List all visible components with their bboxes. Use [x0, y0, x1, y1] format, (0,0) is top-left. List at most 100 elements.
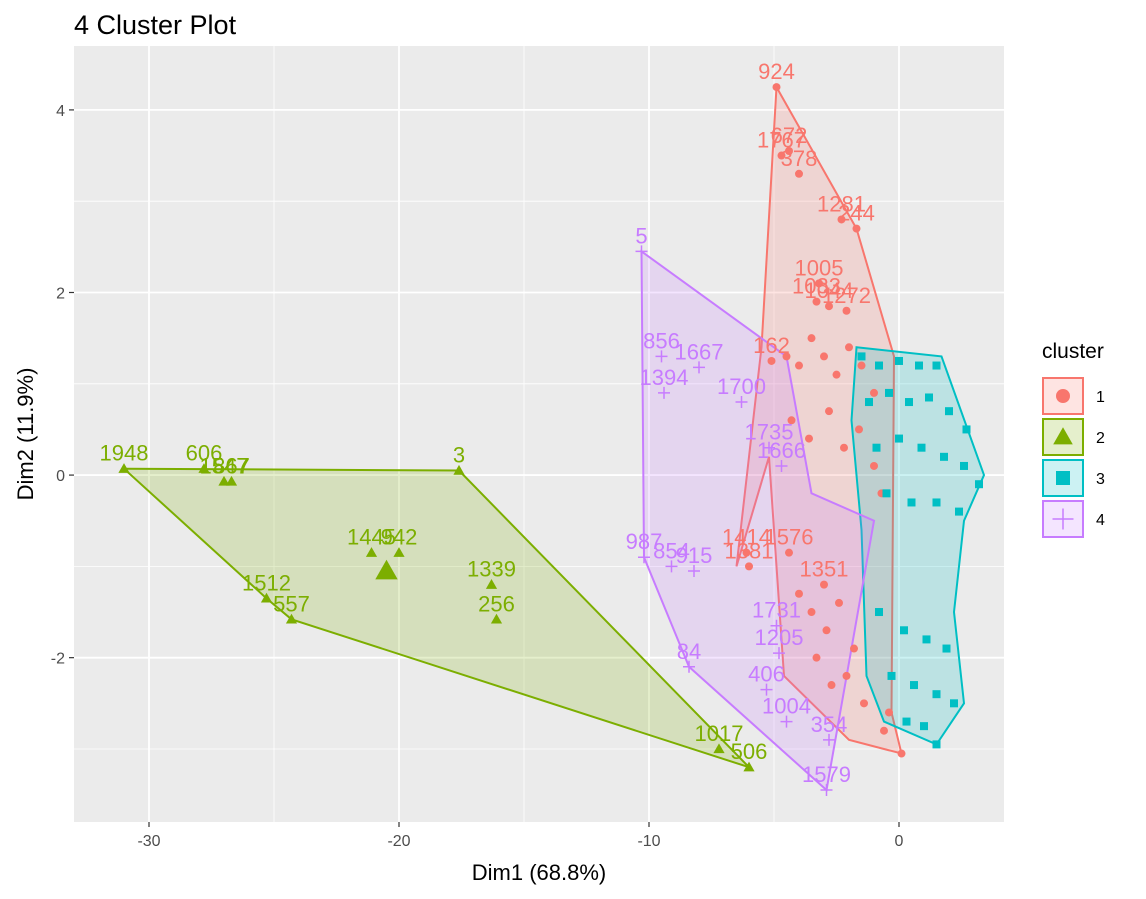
cluster-4-point [735, 396, 748, 409]
cluster-3-point [875, 361, 883, 370]
y-tick-label: 0 [56, 468, 65, 485]
cluster-4-point [638, 551, 650, 564]
cluster-3-point [865, 398, 873, 407]
cluster-1-point [745, 562, 753, 571]
cluster-1-point-label: 1351 [800, 557, 849, 582]
cluster-4-point-label: 915 [676, 543, 713, 568]
cluster-2-point [285, 613, 298, 624]
cluster-1-point [812, 297, 821, 306]
y-tick-label: -2 [51, 651, 65, 668]
legend-label-1: 1 [1096, 389, 1105, 406]
cluster-3-point [955, 507, 963, 516]
cluster-1-point-label: 1281 [817, 191, 866, 216]
cluster-2-point-label: 867 [213, 453, 250, 478]
cluster-4-point [760, 683, 773, 696]
legend-key-4 [1042, 500, 1084, 538]
cluster-4-point [775, 459, 788, 472]
cluster-2-point [490, 613, 503, 624]
cluster-4-point [655, 350, 668, 363]
legend-label-4: 4 [1096, 512, 1105, 529]
cluster-2-point-label: 1948 [100, 441, 149, 466]
cluster-3-point [940, 452, 948, 461]
cluster-3-point [895, 434, 903, 443]
cluster-2-centroid [375, 559, 398, 580]
cluster-1-point [870, 461, 878, 470]
cluster-3-point [875, 608, 883, 617]
cluster-1-point-label: 1381 [725, 538, 774, 563]
cluster-4-point [820, 784, 833, 797]
cluster-4-point [823, 733, 835, 746]
cluster-1-point [850, 644, 858, 653]
cluster-4-point-label: 856 [643, 328, 680, 353]
cluster-1-point [880, 726, 888, 735]
cluster-4-point-label: 1205 [755, 625, 804, 650]
x-tick-label: -20 [387, 833, 410, 850]
cluster-1-point-label: 162 [753, 333, 790, 358]
cluster-2-point-label: 1445 [347, 525, 396, 550]
cluster-1-hull [735, 83, 903, 755]
cluster-1-point-label: 1272 [822, 283, 871, 308]
cluster-2-point-label: 1339 [467, 557, 516, 582]
cluster-2-point-label: 256 [478, 591, 515, 616]
cluster-2-point-label: 3 [453, 443, 465, 468]
cluster-3-point [905, 398, 913, 407]
cluster-4-point-label: 854 [653, 538, 690, 563]
cluster-4-point [688, 564, 700, 577]
cluster-1-point [855, 425, 863, 434]
cluster-1-point [795, 169, 803, 178]
cluster-4-point [773, 647, 785, 660]
cluster-2-point [713, 743, 725, 754]
cluster-1-point-label: 1044 [805, 278, 854, 303]
cluster-2-point [485, 579, 498, 589]
cluster-1-point [777, 151, 786, 160]
cluster-4-point-label: 354 [811, 712, 848, 737]
cluster-4-point [635, 245, 648, 258]
cluster-1-point [807, 334, 816, 343]
legend-title: cluster [1042, 340, 1104, 363]
y-tick-label: 2 [56, 285, 65, 302]
cluster-4-point [665, 560, 678, 573]
legend-marker-3 [1056, 471, 1070, 485]
cluster-3-point [932, 498, 941, 507]
x-tick-label: -30 [137, 833, 160, 850]
plot-panel [74, 46, 1004, 822]
cluster-3-point [922, 635, 931, 644]
cluster-2-hull [121, 467, 750, 769]
cluster-3-point [915, 361, 923, 370]
cluster-3-point [975, 480, 983, 489]
cluster-4-point-label: 1579 [802, 762, 851, 787]
cluster-3-point [882, 489, 891, 498]
cluster-4-point-label: 5 [635, 223, 647, 248]
cluster-2-point [225, 475, 238, 486]
legend-label-3: 3 [1096, 471, 1105, 488]
data-points [118, 83, 983, 797]
cluster-4-point [770, 619, 783, 632]
cluster-3-point [950, 699, 958, 708]
legend-key-1 [1042, 377, 1084, 415]
x-axis-title: Dim1 (68.8%) [472, 860, 606, 885]
cluster-1-point [825, 302, 833, 311]
cluster-4-point-label: 1700 [717, 374, 766, 399]
cluster-1-point [822, 626, 831, 635]
cluster-3-point [932, 361, 941, 370]
cluster-1-point [852, 224, 861, 233]
cluster-2-point [743, 761, 755, 772]
cluster-1-point-label: 924 [758, 59, 795, 84]
cluster-2-point [260, 592, 273, 603]
cluster-1-point [832, 370, 841, 379]
cluster-4-point-label: 84 [677, 639, 701, 664]
chart-title: 4 Cluster Plot [74, 10, 237, 40]
cluster-1-point [795, 361, 803, 370]
cluster-1-point-label: 672 [771, 123, 808, 148]
cluster-4-point-label: 1666 [757, 438, 806, 463]
cluster-3-point [945, 407, 953, 416]
legend-label-2: 2 [1096, 430, 1105, 447]
cluster-3-point [920, 722, 928, 731]
cluster-1-point [885, 708, 893, 717]
cluster-4-point-label: 1667 [675, 339, 724, 364]
cluster-4-point [763, 441, 775, 454]
cluster-2-point-label: 1547 [200, 453, 249, 478]
